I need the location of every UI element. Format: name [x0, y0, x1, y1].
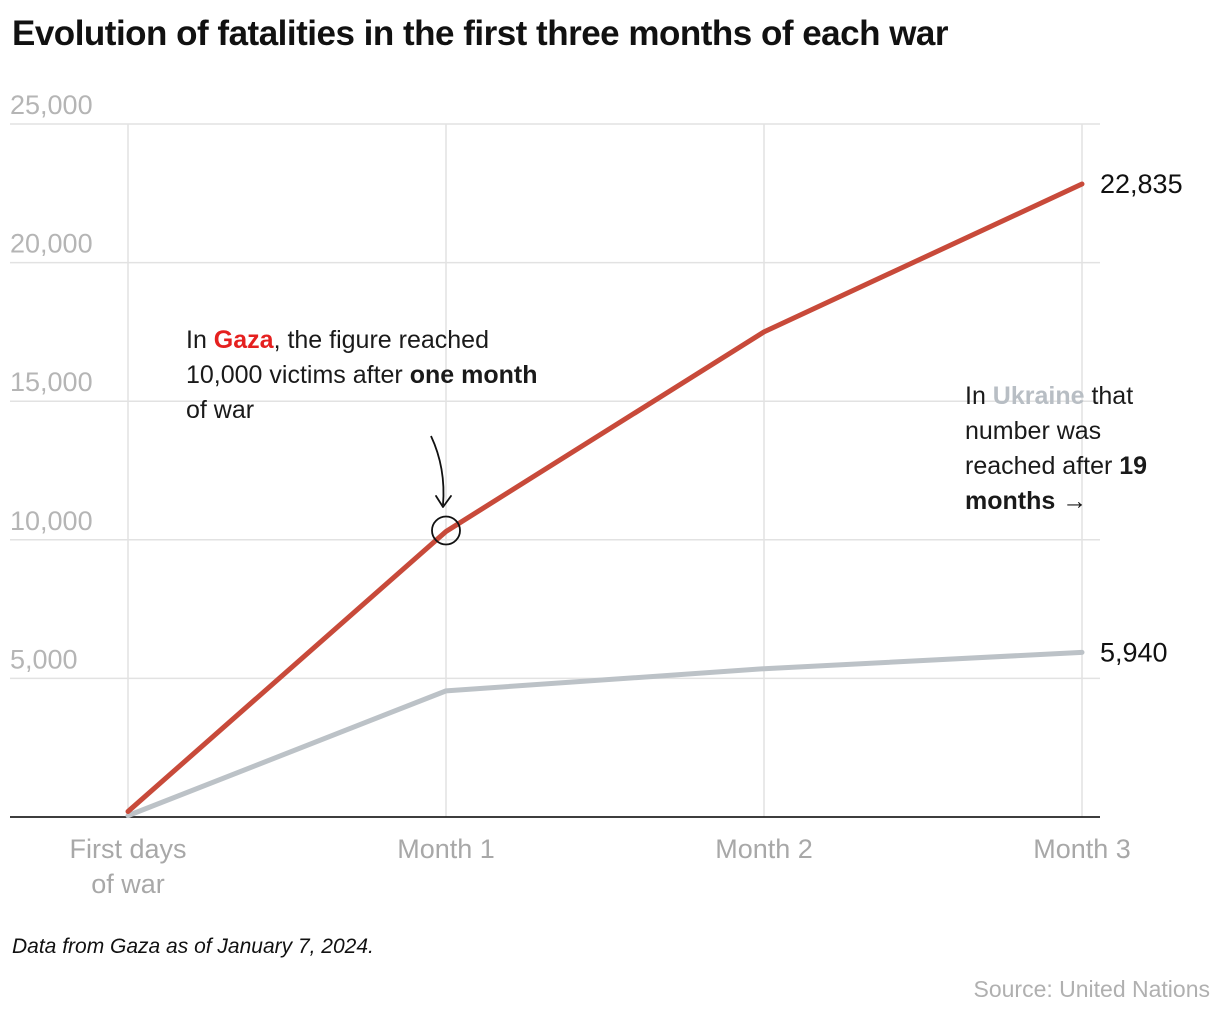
y-tick-label: 15,000: [10, 367, 93, 397]
x-tick-line: Month 3: [1033, 834, 1131, 864]
x-tick-label: First days of war: [69, 834, 186, 899]
series-line-gaza: [125, 181, 1085, 814]
ukraine-annotation-mid: that: [1084, 382, 1134, 410]
end-label-ukraine: 5,940: [1100, 637, 1168, 667]
x-axis-ticks: First days of war Month 1 Month 2 Month 3: [69, 834, 1130, 899]
ukraine-annotation-bold2: months →: [965, 487, 1088, 515]
x-tick-label: Month 1: [397, 834, 495, 864]
y-tick-label: 25,000: [10, 90, 93, 120]
series-layer: 22,835 5,940: [125, 169, 1183, 819]
y-axis-ticks: 25,000 20,000 15,000 10,000 5,000: [10, 90, 93, 674]
x-tick-line: First days: [69, 834, 186, 864]
x-tick-line: Month 2: [715, 834, 813, 864]
ukraine-annotation: In Ukraine that number was reached after…: [965, 379, 1205, 519]
highlight-circle: [431, 515, 461, 546]
ukraine-annotation-pre: In: [965, 382, 993, 410]
y-tick-label: 10,000: [10, 506, 93, 536]
annotation-arrow: [430, 435, 445, 506]
series-line-ukraine: [125, 649, 1085, 819]
ukraine-annotation-line3: reached after: [965, 452, 1120, 480]
gaza-annotation: In Gaza, the figure reached 10,000 victi…: [186, 323, 606, 428]
x-tick-line: of war: [91, 869, 165, 899]
source-credit: Source: United Nations: [973, 976, 1210, 1002]
ukraine-annotation-line2: number was: [965, 417, 1102, 445]
y-tick-label: 5,000: [10, 644, 78, 674]
end-label-gaza: 22,835: [1100, 169, 1183, 199]
gaza-annotation-pre: In: [186, 326, 214, 354]
annotation-arrow-head: [435, 495, 452, 508]
x-tick-label: Month 2: [715, 834, 813, 864]
x-tick-line: Month 1: [397, 834, 495, 864]
annotation-marks: [430, 435, 461, 546]
ukraine-annotation-bold1: 19: [1119, 452, 1148, 480]
ukraine-annotation-highlight: Ukraine: [992, 382, 1085, 410]
footnote: Data from Gaza as of January 7, 2024.: [12, 935, 374, 958]
line-chart: 25,000 20,000 15,000 10,000 5,000 First days…: [10, 90, 1183, 899]
gaza-annotation-line2: 10,000 victims after: [186, 361, 410, 389]
gaza-annotation-mid: , the figure reached: [273, 326, 489, 354]
y-tick-label: 20,000: [10, 229, 93, 259]
chart-title: Evolution of fatalities in the first thr…: [12, 14, 949, 53]
gaza-annotation-bold: one month: [409, 361, 538, 389]
gaza-annotation-line3: of war: [186, 396, 255, 424]
x-tick-label: Month 3: [1033, 834, 1131, 864]
gaza-annotation-highlight: Gaza: [213, 326, 274, 354]
grid-layer: [10, 123, 1100, 818]
